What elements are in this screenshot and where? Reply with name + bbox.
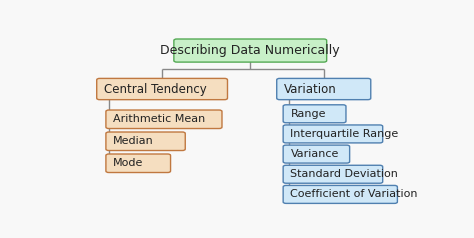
Text: Interquartile Range: Interquartile Range	[291, 129, 399, 139]
FancyBboxPatch shape	[283, 145, 350, 163]
Text: Central Tendency: Central Tendency	[104, 83, 207, 95]
Text: Range: Range	[291, 109, 326, 119]
FancyBboxPatch shape	[283, 125, 383, 143]
Text: Describing Data Numerically: Describing Data Numerically	[161, 44, 340, 57]
Text: Coefficient of Variation: Coefficient of Variation	[291, 189, 418, 199]
Text: Arithmetic Mean: Arithmetic Mean	[113, 114, 206, 124]
FancyBboxPatch shape	[283, 105, 346, 123]
FancyBboxPatch shape	[277, 78, 371, 100]
FancyBboxPatch shape	[174, 39, 327, 62]
FancyBboxPatch shape	[283, 165, 383, 183]
FancyBboxPatch shape	[106, 110, 222, 129]
Text: Standard Deviation: Standard Deviation	[291, 169, 398, 179]
Text: Variation: Variation	[284, 83, 337, 95]
FancyBboxPatch shape	[97, 78, 228, 100]
Text: Median: Median	[113, 136, 154, 146]
FancyBboxPatch shape	[106, 132, 185, 150]
FancyBboxPatch shape	[283, 185, 397, 203]
Text: Mode: Mode	[113, 158, 144, 168]
FancyBboxPatch shape	[106, 154, 171, 173]
Text: Variance: Variance	[291, 149, 339, 159]
